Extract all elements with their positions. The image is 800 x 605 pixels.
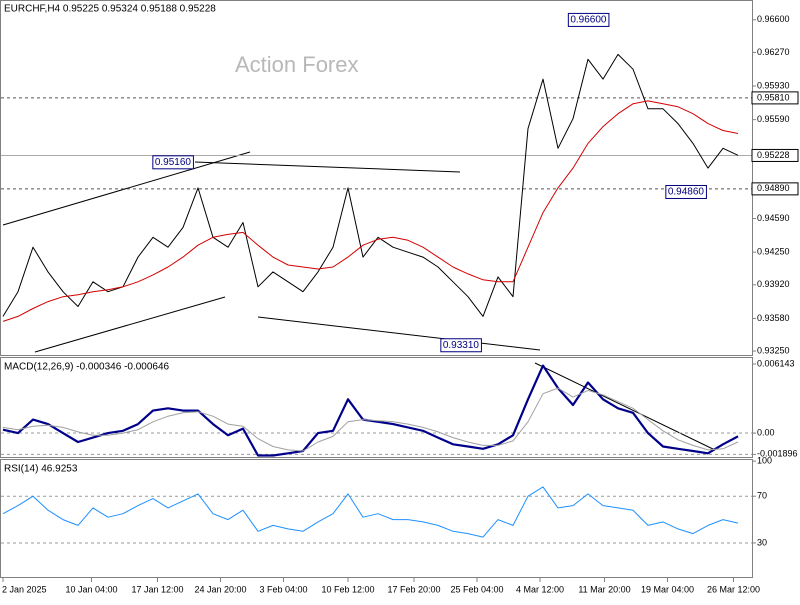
x-tick-label: 10 Feb 12:00 [321,584,374,594]
y-tick-label: 100 [757,456,772,466]
price-panel [0,0,753,356]
y-tick-label: 0.95930 [757,80,790,90]
x-tick-label: 19 Mar 04:00 [641,584,694,594]
watermark: Action Forex [235,52,359,77]
x-tick-label: 4 Mar 12:00 [516,584,564,594]
y-tick-label: 70 [757,491,767,501]
trend-line [534,362,716,451]
level-box [751,91,799,105]
annotation-box [567,12,610,27]
y-tick-label: 0.95590 [757,114,790,124]
macd-panel [0,357,753,458]
trend-line [2,151,251,226]
x-tick-label: 11 Mar 20:00 [578,584,630,594]
annotation-box [665,184,707,199]
series-line [2,387,739,452]
x-tick-label: 17 Jan 12:00 [131,584,183,594]
y-tick-label: 0.96600 [757,14,790,24]
annotation-label: 0.94860 [668,186,705,197]
level-label: 0.95810 [757,92,790,102]
panel-title: MACD(12,26,9) -0.000346 -0.000646 [4,362,170,373]
series-line [2,100,739,322]
y-tick-label: 30 [757,537,767,547]
x-tick-label: 3 Feb 04:00 [259,584,307,594]
x-tick-label: 26 Mar 12:00 [707,584,760,594]
panel-title: EURCHF,H4 0.95225 0.95324 0.95188 0.9522… [4,4,216,15]
level-label: 0.95228 [757,150,790,160]
y-tick-label: 0.94590 [757,213,790,223]
y-tick-label: 0.94250 [757,247,790,257]
y-tick-label: 0.93580 [757,313,790,323]
x-tick-label: 2 Jan 2025 [2,584,47,594]
annotation-label: 0.95160 [155,157,192,168]
panel-title: RSI(14) 46.9253 [4,464,78,475]
x-tick-label: 24 Jan 20:00 [194,584,246,594]
trend-line [194,161,461,173]
x-tick-label: 17 Feb 20:00 [387,584,440,594]
y-tick-label: -0.001896 [757,449,798,459]
level-box [751,148,799,162]
trend-line [34,296,226,353]
annotation-label: 0.96600 [570,14,607,25]
trend-line [257,316,541,351]
series-line [2,486,739,538]
y-tick-label: 0.006143 [757,358,795,368]
series-line [2,53,739,317]
x-tick-label: 10 Jan 04:00 [65,584,117,594]
y-tick-label: 0.00 [757,427,775,437]
annotation-box [152,155,194,170]
annotation-label: 0.93310 [443,340,480,351]
level-label: 0.94890 [757,183,790,193]
y-tick-label: 0.96270 [757,47,790,57]
y-tick-label: 0.93920 [757,279,790,289]
x-tick-label: 25 Feb 04:00 [450,584,503,594]
annotation-box [440,338,482,353]
level-box [751,182,799,196]
rsi-panel [0,459,753,578]
series-line [2,364,739,457]
y-tick-label: 0.93250 [757,345,790,355]
